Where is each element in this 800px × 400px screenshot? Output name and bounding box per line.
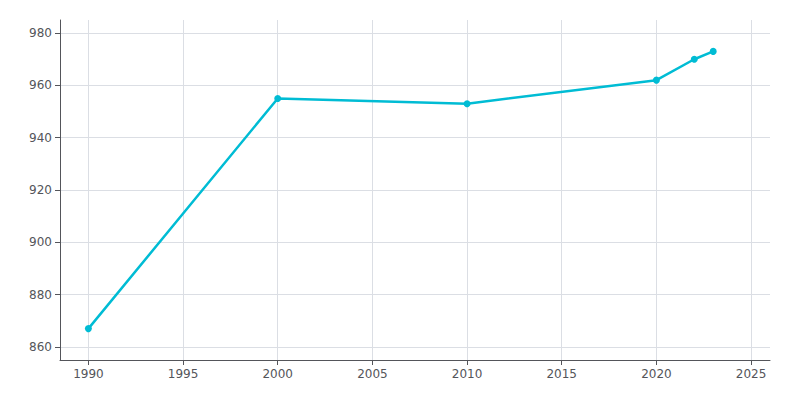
svg-text:2020: 2020 — [641, 367, 672, 381]
svg-text:940: 940 — [29, 131, 52, 145]
svg-text:2000: 2000 — [262, 367, 293, 381]
svg-text:2005: 2005 — [357, 367, 388, 381]
svg-text:1990: 1990 — [73, 367, 104, 381]
svg-text:2010: 2010 — [452, 367, 483, 381]
svg-text:2015: 2015 — [546, 367, 577, 381]
svg-text:980: 980 — [29, 26, 52, 40]
svg-text:900: 900 — [29, 235, 52, 249]
svg-text:1995: 1995 — [168, 367, 199, 381]
svg-text:960: 960 — [29, 78, 52, 92]
svg-text:860: 860 — [29, 340, 52, 354]
svg-text:2025: 2025 — [736, 367, 767, 381]
svg-text:880: 880 — [29, 288, 52, 302]
svg-text:920: 920 — [29, 183, 52, 197]
